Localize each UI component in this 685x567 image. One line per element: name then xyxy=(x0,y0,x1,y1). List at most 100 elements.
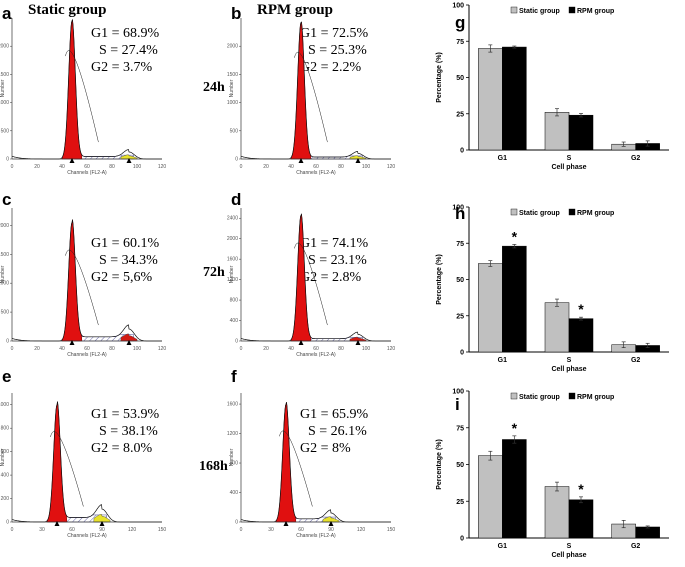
significance-star: * xyxy=(578,301,584,317)
panel-label-e: e xyxy=(2,367,11,386)
bar-y-tick-label: 25 xyxy=(456,313,464,320)
histogram-e: 0 30 60 90 120 150 0 200 400 600 800 1000 Channels (… xyxy=(0,393,166,539)
bar-category-label: G1 xyxy=(498,357,507,364)
histogram-y-tick: 0 xyxy=(6,157,9,163)
peak-marker-icon xyxy=(298,340,304,345)
panel-label-i: i xyxy=(455,395,460,414)
histogram-y-tick: 1000 xyxy=(0,100,9,106)
header-rpm-group: RPM group xyxy=(257,2,333,18)
bar-chart-g: 0 25 50 75 100 Percentage (%) Cell phase G1 S G2 S… xyxy=(436,3,669,171)
histogram-x-tick: 100 xyxy=(362,164,371,170)
histogram-y-tick: 0 xyxy=(6,339,9,345)
histogram-x-tick: 0 xyxy=(11,527,14,533)
bar-y-tick-label: 75 xyxy=(456,425,464,432)
bar-x-axis-title: Cell phase xyxy=(551,164,586,171)
histogram-x-tick: 20 xyxy=(263,164,269,170)
panel-label-d: d xyxy=(231,190,241,209)
histogram-c: 0 20 40 60 80 100 120 0 500 1000 1500 2000 Channels … xyxy=(0,208,166,358)
legend-label: Static group xyxy=(519,394,560,401)
histogram-x-tick: 0 xyxy=(240,164,243,170)
histogram-y-tick: 2000 xyxy=(227,236,238,242)
stat-line: G1 = 72.5% xyxy=(300,26,369,41)
histogram-y-tick: 0 xyxy=(6,520,9,526)
bar-chart-i: 0 25 50 75 100 Percentage (%) Cell phase G1 * S * G… xyxy=(436,389,669,559)
histogram-x-tick: 60 xyxy=(84,164,90,170)
panel-label-g: g xyxy=(455,13,465,32)
legend-swatch xyxy=(510,208,518,216)
bar-y-tick-label: 0 xyxy=(460,148,464,155)
histogram-g2-peak xyxy=(120,154,138,160)
legend-label: RPM group xyxy=(577,8,614,15)
histogram-x-tick: 0 xyxy=(240,346,243,352)
histogram-x-tick: 20 xyxy=(34,346,40,352)
histogram-x-tick: 60 xyxy=(84,346,90,352)
histogram-x-tick: 60 xyxy=(313,164,319,170)
significance-star: * xyxy=(578,481,584,497)
histogram-y-tick: 500 xyxy=(1,128,10,134)
stat-line: G2 = 5,6% xyxy=(91,270,153,285)
histogram-y-title: Number xyxy=(229,79,235,97)
legend-swatch xyxy=(568,392,576,400)
histogram-y-tick: 2000 xyxy=(227,44,238,50)
histogram-f: 0 30 60 90 120 150 0 400 800 1200 1600 Channels (FL… xyxy=(227,393,396,539)
legend-label: RPM group xyxy=(577,210,614,217)
stat-line: G1 = 74.1% xyxy=(300,236,369,251)
histogram-y-tick: 800 xyxy=(230,298,239,304)
histogram-x-tick: 80 xyxy=(109,164,115,170)
peak-marker-icon xyxy=(355,158,361,163)
histogram-x-tick: 100 xyxy=(133,346,142,352)
histogram-x-tick: 120 xyxy=(158,164,167,170)
histogram-x-tick: 40 xyxy=(59,164,65,170)
bar-y-tick-label: 75 xyxy=(456,241,464,248)
header-static-group: Static group xyxy=(28,2,106,18)
significance-star: * xyxy=(512,228,518,244)
peak-marker-icon xyxy=(283,521,289,526)
bar-y-axis-title: Percentage (%) xyxy=(436,439,443,490)
stat-line: G1 = 60.1% xyxy=(91,236,160,251)
histogram-fit-curve xyxy=(65,50,99,143)
histogram-x-tick: 100 xyxy=(362,346,371,352)
histogram-y-tick: 1600 xyxy=(227,257,238,263)
histogram-y-tick: 400 xyxy=(1,473,10,479)
histogram-x-tick: 60 xyxy=(313,346,319,352)
histogram-x-tick: 80 xyxy=(109,346,115,352)
histogram-g2-peak xyxy=(120,333,138,342)
histogram-x-tick: 60 xyxy=(298,527,304,533)
histogram-g2-peak xyxy=(322,516,340,523)
histogram-fit-curve xyxy=(294,52,328,143)
histogram-x-tick: 120 xyxy=(357,527,366,533)
bar-y-tick-label: 75 xyxy=(456,39,464,46)
legend-swatch xyxy=(510,392,518,400)
legend-label: RPM group xyxy=(577,394,614,401)
histogram-y-tick: 1200 xyxy=(227,431,238,437)
histogram-x-tick: 20 xyxy=(34,164,40,170)
bar-category-label: S xyxy=(567,357,572,364)
stat-line: S = 38.1% xyxy=(99,424,158,439)
histogram-x-tick: 100 xyxy=(133,164,142,170)
histogram-y-title: Number xyxy=(229,265,235,283)
peak-marker-icon xyxy=(328,521,334,526)
bar-i-static-group xyxy=(544,486,570,539)
stat-line: G2 = 8% xyxy=(300,441,351,456)
histogram-fit-curve xyxy=(50,431,84,507)
histogram-fit-curve xyxy=(279,430,313,507)
bar-i-rpm-group xyxy=(635,526,660,539)
stat-line: G2 = 2.2% xyxy=(300,60,362,75)
histogram-x-tick: 150 xyxy=(158,527,167,533)
peak-marker-icon xyxy=(126,340,132,345)
histogram-a: 0 20 40 60 80 100 120 0 500 1000 1500 2000 Channels … xyxy=(0,18,166,176)
histogram-y-title: Number xyxy=(0,448,6,466)
histogram-fit-curve xyxy=(294,242,328,326)
histogram-y-title: Number xyxy=(0,265,6,283)
panel-label-f: f xyxy=(231,367,237,386)
bar-h-static-group xyxy=(478,263,503,353)
histogram-y-tick: 0 xyxy=(235,339,238,345)
bar-h-static-group xyxy=(544,302,570,353)
bar-g-rpm-group xyxy=(568,114,594,151)
histogram-x-tick: 150 xyxy=(387,527,396,533)
stats-a: G1 = 68.9% S = 27.4% G2 = 3.7% xyxy=(91,26,160,75)
histogram-x-title: Channels (FL2-A) xyxy=(67,352,107,358)
bar-g-static-group xyxy=(478,48,503,151)
stat-line: S = 25.3% xyxy=(308,43,367,58)
